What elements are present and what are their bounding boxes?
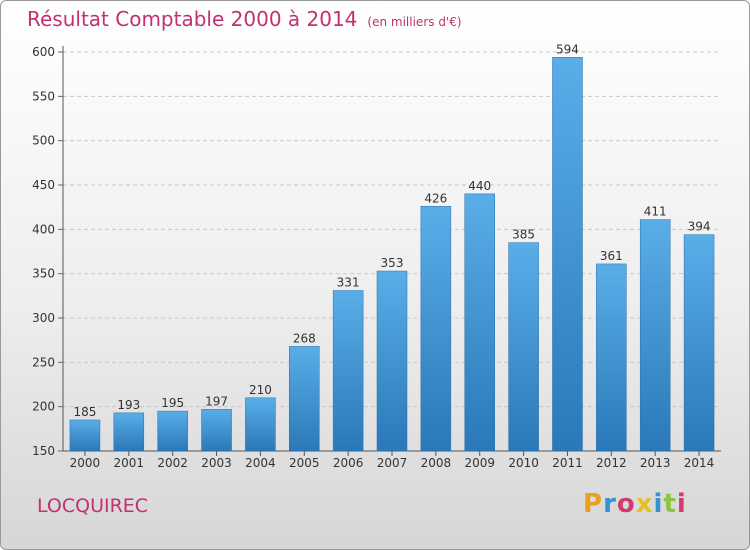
y-tick-label: 450 (32, 178, 55, 192)
bar-2003 (201, 409, 232, 452)
x-tick-label: 2006 (333, 456, 364, 470)
data-label: 195 (161, 396, 184, 410)
data-label: 210 (249, 383, 272, 397)
chart-title: Résultat Comptable 2000 à 2014 (en millie… (27, 7, 462, 31)
chart-title-text: Résultat Comptable 2000 à 2014 (27, 7, 358, 31)
bar-2014 (683, 234, 715, 452)
data-label: 411 (644, 205, 667, 219)
x-tick-label: 2007 (377, 456, 408, 470)
data-label: 440 (468, 179, 491, 193)
bar-2002 (157, 410, 188, 452)
data-label: 185 (73, 405, 96, 419)
x-tick-label: 2014 (684, 456, 715, 470)
data-label: 361 (600, 249, 623, 263)
logo-letter: i (676, 489, 687, 519)
x-tick-label: 2010 (508, 456, 539, 470)
data-label: 426 (424, 191, 447, 205)
y-tick-label: 600 (32, 45, 55, 59)
bar-2013 (639, 219, 671, 452)
logo-letter: x (635, 489, 654, 519)
logo-letter: P (583, 489, 604, 519)
data-label: 394 (688, 220, 711, 234)
bar-2000 (69, 419, 101, 452)
bar-2008 (420, 206, 452, 452)
x-tick-label: 2011 (552, 456, 583, 470)
data-label: 331 (337, 276, 360, 290)
y-tick-label: 350 (32, 267, 55, 281)
bar-2010 (508, 242, 539, 452)
proxiti-logo: Proxiti (583, 489, 687, 519)
bar-2007 (376, 270, 408, 452)
data-label: 353 (381, 256, 404, 270)
y-tick-label: 400 (32, 222, 55, 236)
x-tick-label: 2003 (201, 456, 232, 470)
x-tick-label: 2001 (114, 456, 145, 470)
bar-2004 (245, 397, 276, 452)
data-label: 385 (512, 228, 535, 242)
data-label: 193 (117, 398, 140, 412)
logo-letter: i (653, 489, 664, 519)
logo-letter: o (616, 489, 636, 519)
bar-2005 (289, 346, 320, 452)
bar-2006 (332, 290, 364, 452)
logo-letter: t (663, 489, 677, 519)
x-tick-label: 2013 (640, 456, 671, 470)
data-label: 594 (556, 42, 579, 56)
x-tick-label: 2005 (289, 456, 320, 470)
commune-name: LOCQUIREC (37, 495, 149, 517)
x-tick-label: 2002 (157, 456, 188, 470)
y-tick-label: 250 (32, 355, 55, 369)
x-tick-label: 2000 (70, 456, 101, 470)
y-tick-label: 200 (32, 400, 55, 414)
x-tick-label: 2004 (245, 456, 276, 470)
bar-2009 (464, 193, 495, 452)
chart-subtitle: (en milliers d'€) (367, 15, 462, 29)
logo-letter: r (603, 489, 617, 519)
data-label: 197 (205, 394, 228, 408)
bar-2011 (552, 57, 583, 452)
y-tick-label: 500 (32, 134, 55, 148)
data-label: 268 (293, 331, 316, 345)
bar-2001 (113, 412, 145, 452)
x-tick-label: 2008 (421, 456, 452, 470)
y-tick-label: 550 (32, 89, 55, 103)
y-tick-label: 150 (32, 444, 55, 458)
x-tick-label: 2009 (464, 456, 495, 470)
y-tick-label: 300 (32, 311, 55, 325)
x-tick-label: 2012 (596, 456, 627, 470)
bar-2012 (596, 263, 627, 452)
